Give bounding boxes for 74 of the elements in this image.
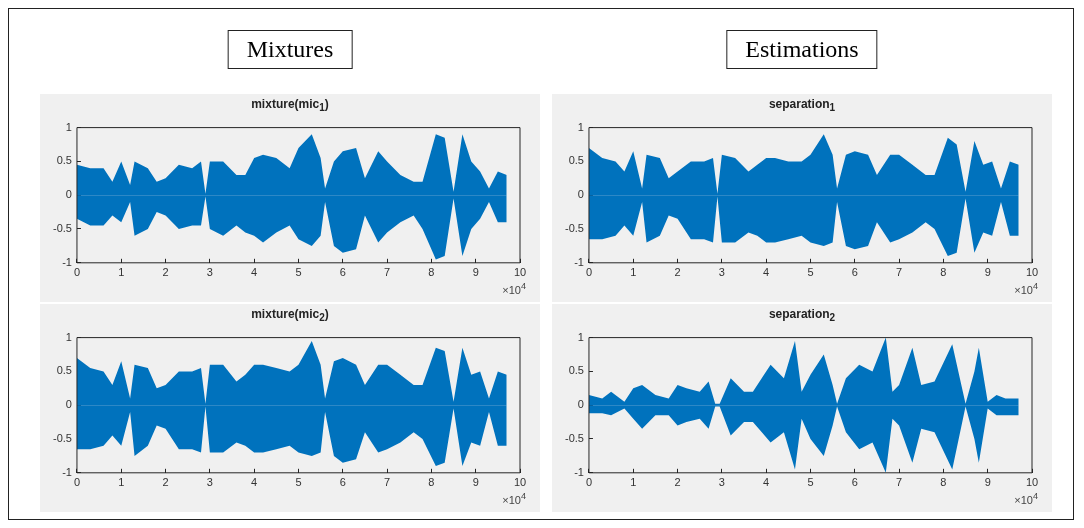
x-tick-label: 5 [807,266,814,279]
x-tick-label: 5 [295,476,302,489]
x-tick-label: 0 [73,476,81,489]
x-tick-label: 3 [206,266,213,279]
x-axis-title: ×10$^{4}$ [1014,281,1038,296]
x-tick-label: 7 [896,476,903,489]
y-tick-label: -1 [574,465,584,478]
x-tick-label: 2 [674,476,681,489]
y-tick-label: 1 [65,330,72,343]
x-tick-label: 8 [940,266,947,279]
y-tick-label: -0.5 [52,432,72,445]
x-tick-label: 2 [162,266,169,279]
y-tick-label: 0.5 [56,364,72,377]
y-tick-label: -1 [62,465,72,478]
y-tick-label: 0 [577,188,584,201]
x-tick-label: 6 [851,266,858,279]
x-tick-label: 4 [763,266,770,279]
y-tick-label: 0 [65,398,72,411]
x-tick-label: 8 [940,476,947,489]
x-tick-label: 4 [763,476,770,489]
y-tick-label: -0.5 [52,222,72,235]
y-tick-label: 0 [65,188,72,201]
x-tick-label: 7 [896,266,903,279]
x-tick-label: 0 [585,476,593,489]
y-tick-label: -0.5 [564,432,584,445]
y-tick-label: -0.5 [564,222,584,235]
chart-title: separation$_{1}$ [767,97,837,114]
x-tick-label: 7 [384,476,391,489]
x-tick-label: 2 [162,476,169,489]
x-tick-label: 6 [339,266,346,279]
chart-title: mixture(mic$_{1}$) [250,97,330,114]
x-tick-label: 3 [718,476,725,489]
y-tick-label: 1 [577,120,584,133]
x-tick-label: 5 [295,266,302,279]
x-tick-label: 3 [718,266,725,279]
x-tick-label: 1 [630,476,637,489]
x-tick-label: 0 [73,266,81,279]
x-tick-label: 9 [472,266,479,279]
x-tick-label: 4 [251,476,258,489]
x-tick-label: 9 [984,476,991,489]
x-tick-label: 6 [339,476,346,489]
text: Estimations [726,30,878,69]
y-tick-label: 0.5 [568,154,584,167]
x-tick-label: 4 [251,266,258,279]
y-tick-label: 1 [577,330,584,343]
x-tick-label: 10 [513,266,527,279]
x-tick-label: 8 [428,476,435,489]
x-tick-label: 1 [118,266,125,279]
text: Mixtures [227,30,353,69]
x-tick-label: 10 [1025,266,1039,279]
x-tick-label: 6 [851,476,858,489]
x-axis-title: ×10$^{4}$ [502,491,526,506]
x-tick-label: 2 [674,266,681,279]
x-tick-label: 1 [118,476,125,489]
y-tick-label: -1 [574,255,584,268]
x-axis-title: ×10$^{4}$ [502,281,526,296]
x-tick-label: 9 [472,476,479,489]
y-tick-label: 0.5 [56,154,72,167]
y-tick-label: -1 [62,255,72,268]
x-tick-label: 1 [630,266,637,279]
x-axis-title: ×10$^{4}$ [1014,491,1038,506]
y-tick-label: 1 [65,120,72,133]
chart-title: mixture(mic$_{2}$) [250,307,330,324]
x-tick-label: 10 [1025,476,1039,489]
x-tick-label: 10 [513,476,527,489]
x-tick-label: 7 [384,266,391,279]
x-tick-label: 0 [585,266,593,279]
x-tick-label: 5 [807,476,814,489]
y-tick-label: 0.5 [568,364,584,377]
x-tick-label: 9 [984,266,991,279]
y-tick-label: 0 [577,398,584,411]
chart-title: separation$_{2}$ [767,307,837,324]
x-tick-label: 8 [428,266,435,279]
x-tick-label: 3 [206,476,213,489]
